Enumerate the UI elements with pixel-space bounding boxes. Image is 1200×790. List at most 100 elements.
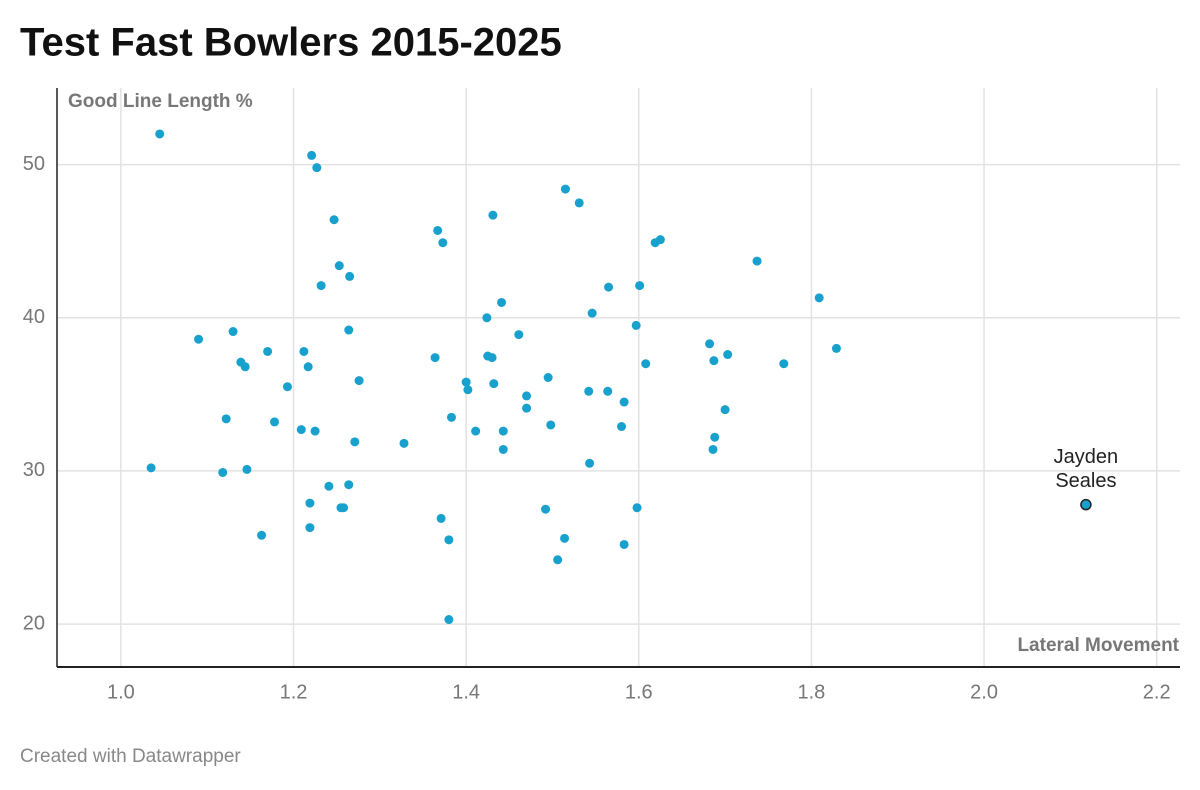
point	[430, 353, 440, 363]
x-tick-label: 2.0	[970, 681, 998, 703]
point	[270, 417, 280, 427]
point	[710, 432, 720, 442]
point	[329, 215, 339, 225]
point	[296, 425, 306, 435]
x-tick-label: 1.0	[107, 681, 135, 703]
point	[305, 498, 315, 508]
point	[242, 464, 252, 474]
y-tick-label: 30	[23, 459, 45, 481]
point	[560, 184, 570, 194]
point	[831, 343, 841, 353]
point	[463, 385, 473, 395]
point	[354, 376, 364, 386]
x-tick-label: 1.4	[452, 681, 480, 703]
point	[257, 530, 267, 540]
point	[584, 386, 594, 396]
point	[498, 426, 508, 436]
point	[436, 513, 446, 523]
point	[708, 444, 718, 454]
point	[522, 391, 532, 401]
point	[488, 210, 498, 220]
point	[603, 386, 613, 396]
point	[334, 261, 344, 271]
point	[310, 426, 320, 436]
point	[263, 346, 273, 356]
point	[345, 271, 355, 281]
point	[487, 353, 497, 363]
point	[312, 163, 322, 173]
point	[543, 373, 553, 382]
point	[482, 313, 492, 323]
point	[617, 422, 627, 432]
point	[635, 281, 645, 291]
point	[553, 555, 563, 565]
point	[631, 320, 641, 330]
x-tick-label: 1.8	[798, 681, 826, 703]
point	[655, 235, 665, 245]
point	[299, 346, 309, 356]
point	[574, 198, 584, 208]
y-tick-label: 40	[23, 306, 45, 328]
point	[399, 438, 409, 448]
point	[344, 325, 354, 335]
point	[305, 523, 315, 533]
point	[303, 362, 313, 372]
point	[723, 350, 733, 360]
point	[498, 444, 508, 454]
point	[350, 437, 360, 447]
point	[522, 403, 532, 413]
point	[541, 504, 551, 514]
annotation: Jayden Seales	[1053, 445, 1119, 492]
point	[560, 533, 570, 543]
point	[228, 327, 238, 337]
x-tick-label: 1.2	[280, 681, 308, 703]
point	[514, 330, 524, 340]
point	[497, 297, 507, 307]
point	[546, 420, 556, 430]
point	[444, 615, 454, 625]
point	[307, 150, 317, 160]
point	[814, 293, 824, 303]
point	[324, 481, 334, 491]
x-tick-label: 2.2	[1143, 681, 1171, 703]
y-tick-label: 50	[23, 153, 45, 175]
point	[444, 535, 454, 545]
point	[779, 359, 789, 369]
point	[720, 405, 730, 415]
point	[240, 362, 250, 372]
y-axis-title: Good Line Length %	[68, 91, 253, 112]
point	[438, 238, 448, 248]
point	[339, 503, 349, 513]
point	[619, 539, 629, 549]
y-tick-label: 20	[23, 612, 45, 634]
point	[461, 377, 471, 387]
highlight-point	[1080, 498, 1092, 511]
point	[619, 397, 629, 407]
point	[316, 281, 326, 291]
point	[705, 339, 715, 349]
point	[752, 256, 762, 266]
point	[587, 308, 597, 318]
footer: Created with Datawrapper	[20, 746, 241, 767]
chart-title: Test Fast Bowlers 2015-2025	[20, 21, 562, 65]
point	[604, 282, 614, 292]
point	[585, 458, 595, 468]
point	[489, 379, 499, 389]
point	[446, 412, 456, 422]
point	[709, 356, 719, 366]
x-tick-label: 1.6	[625, 681, 653, 703]
point	[632, 503, 642, 513]
point	[221, 414, 231, 424]
point	[218, 467, 228, 477]
point	[471, 426, 481, 436]
point	[194, 334, 204, 344]
point	[433, 225, 443, 235]
point	[641, 359, 651, 369]
x-axis-title: Lateral Movement	[1017, 635, 1179, 656]
point	[344, 480, 354, 490]
point	[146, 463, 156, 473]
point	[282, 382, 292, 392]
point	[155, 129, 165, 139]
